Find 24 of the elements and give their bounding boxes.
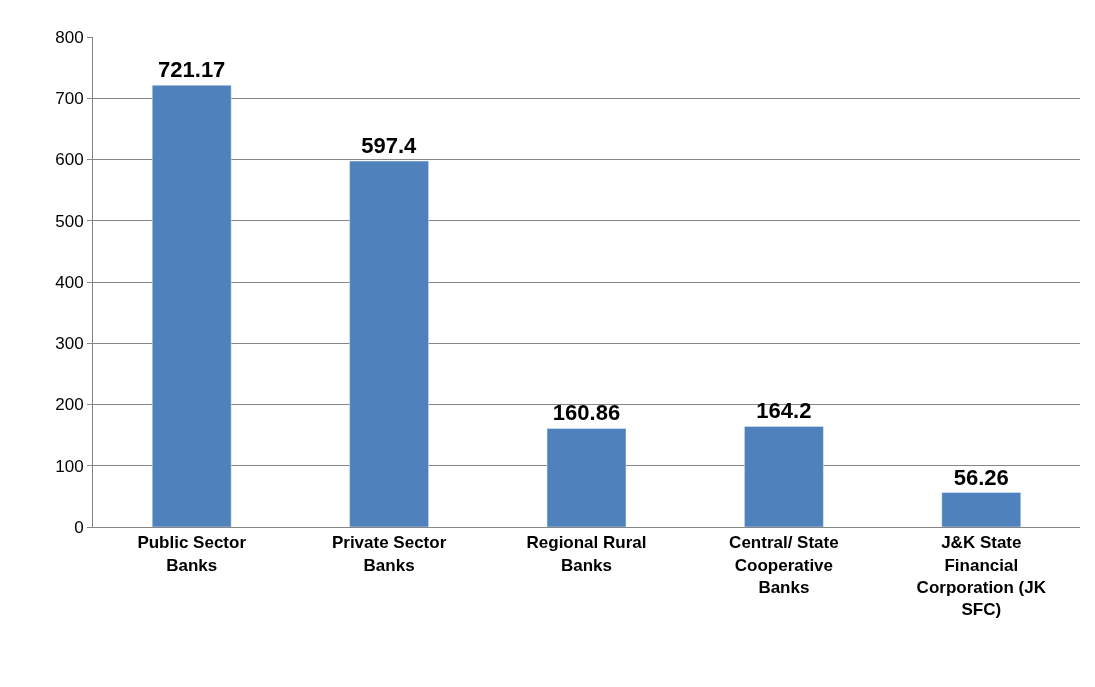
bar [349,160,429,527]
x-tick-label: Public Sector Banks [137,533,247,575]
x-tick-label: J&K State Financial Corporation (JK SFC) [916,533,1047,619]
x-tick-label: Regional Rural Banks [526,533,647,575]
y-tick-label: 400 [55,272,84,292]
y-tick-label: 100 [55,456,84,476]
data-label: 56.26 [953,464,1009,490]
bar [151,85,232,527]
y-tick-label: 300 [55,334,84,354]
bar [941,492,1022,527]
bar [546,428,627,527]
data-label: 160.86 [552,400,621,426]
x-tick-label: Private Sector Banks [331,533,447,575]
data-label: 721.17 [158,57,226,83]
y-tick-label: 600 [55,150,84,170]
data-label: 597.4 [361,133,418,159]
bar [744,426,824,527]
data-label: 164.2 [756,398,812,424]
y-tick-label: 500 [55,211,84,231]
x-tick-label: Central/ State Cooperative Banks [729,533,839,597]
y-tick-label: 700 [55,89,84,109]
y-tick-label: 800 [55,27,84,47]
y-tick-label: 200 [55,395,84,415]
y-tick-label: 0 [74,517,84,537]
